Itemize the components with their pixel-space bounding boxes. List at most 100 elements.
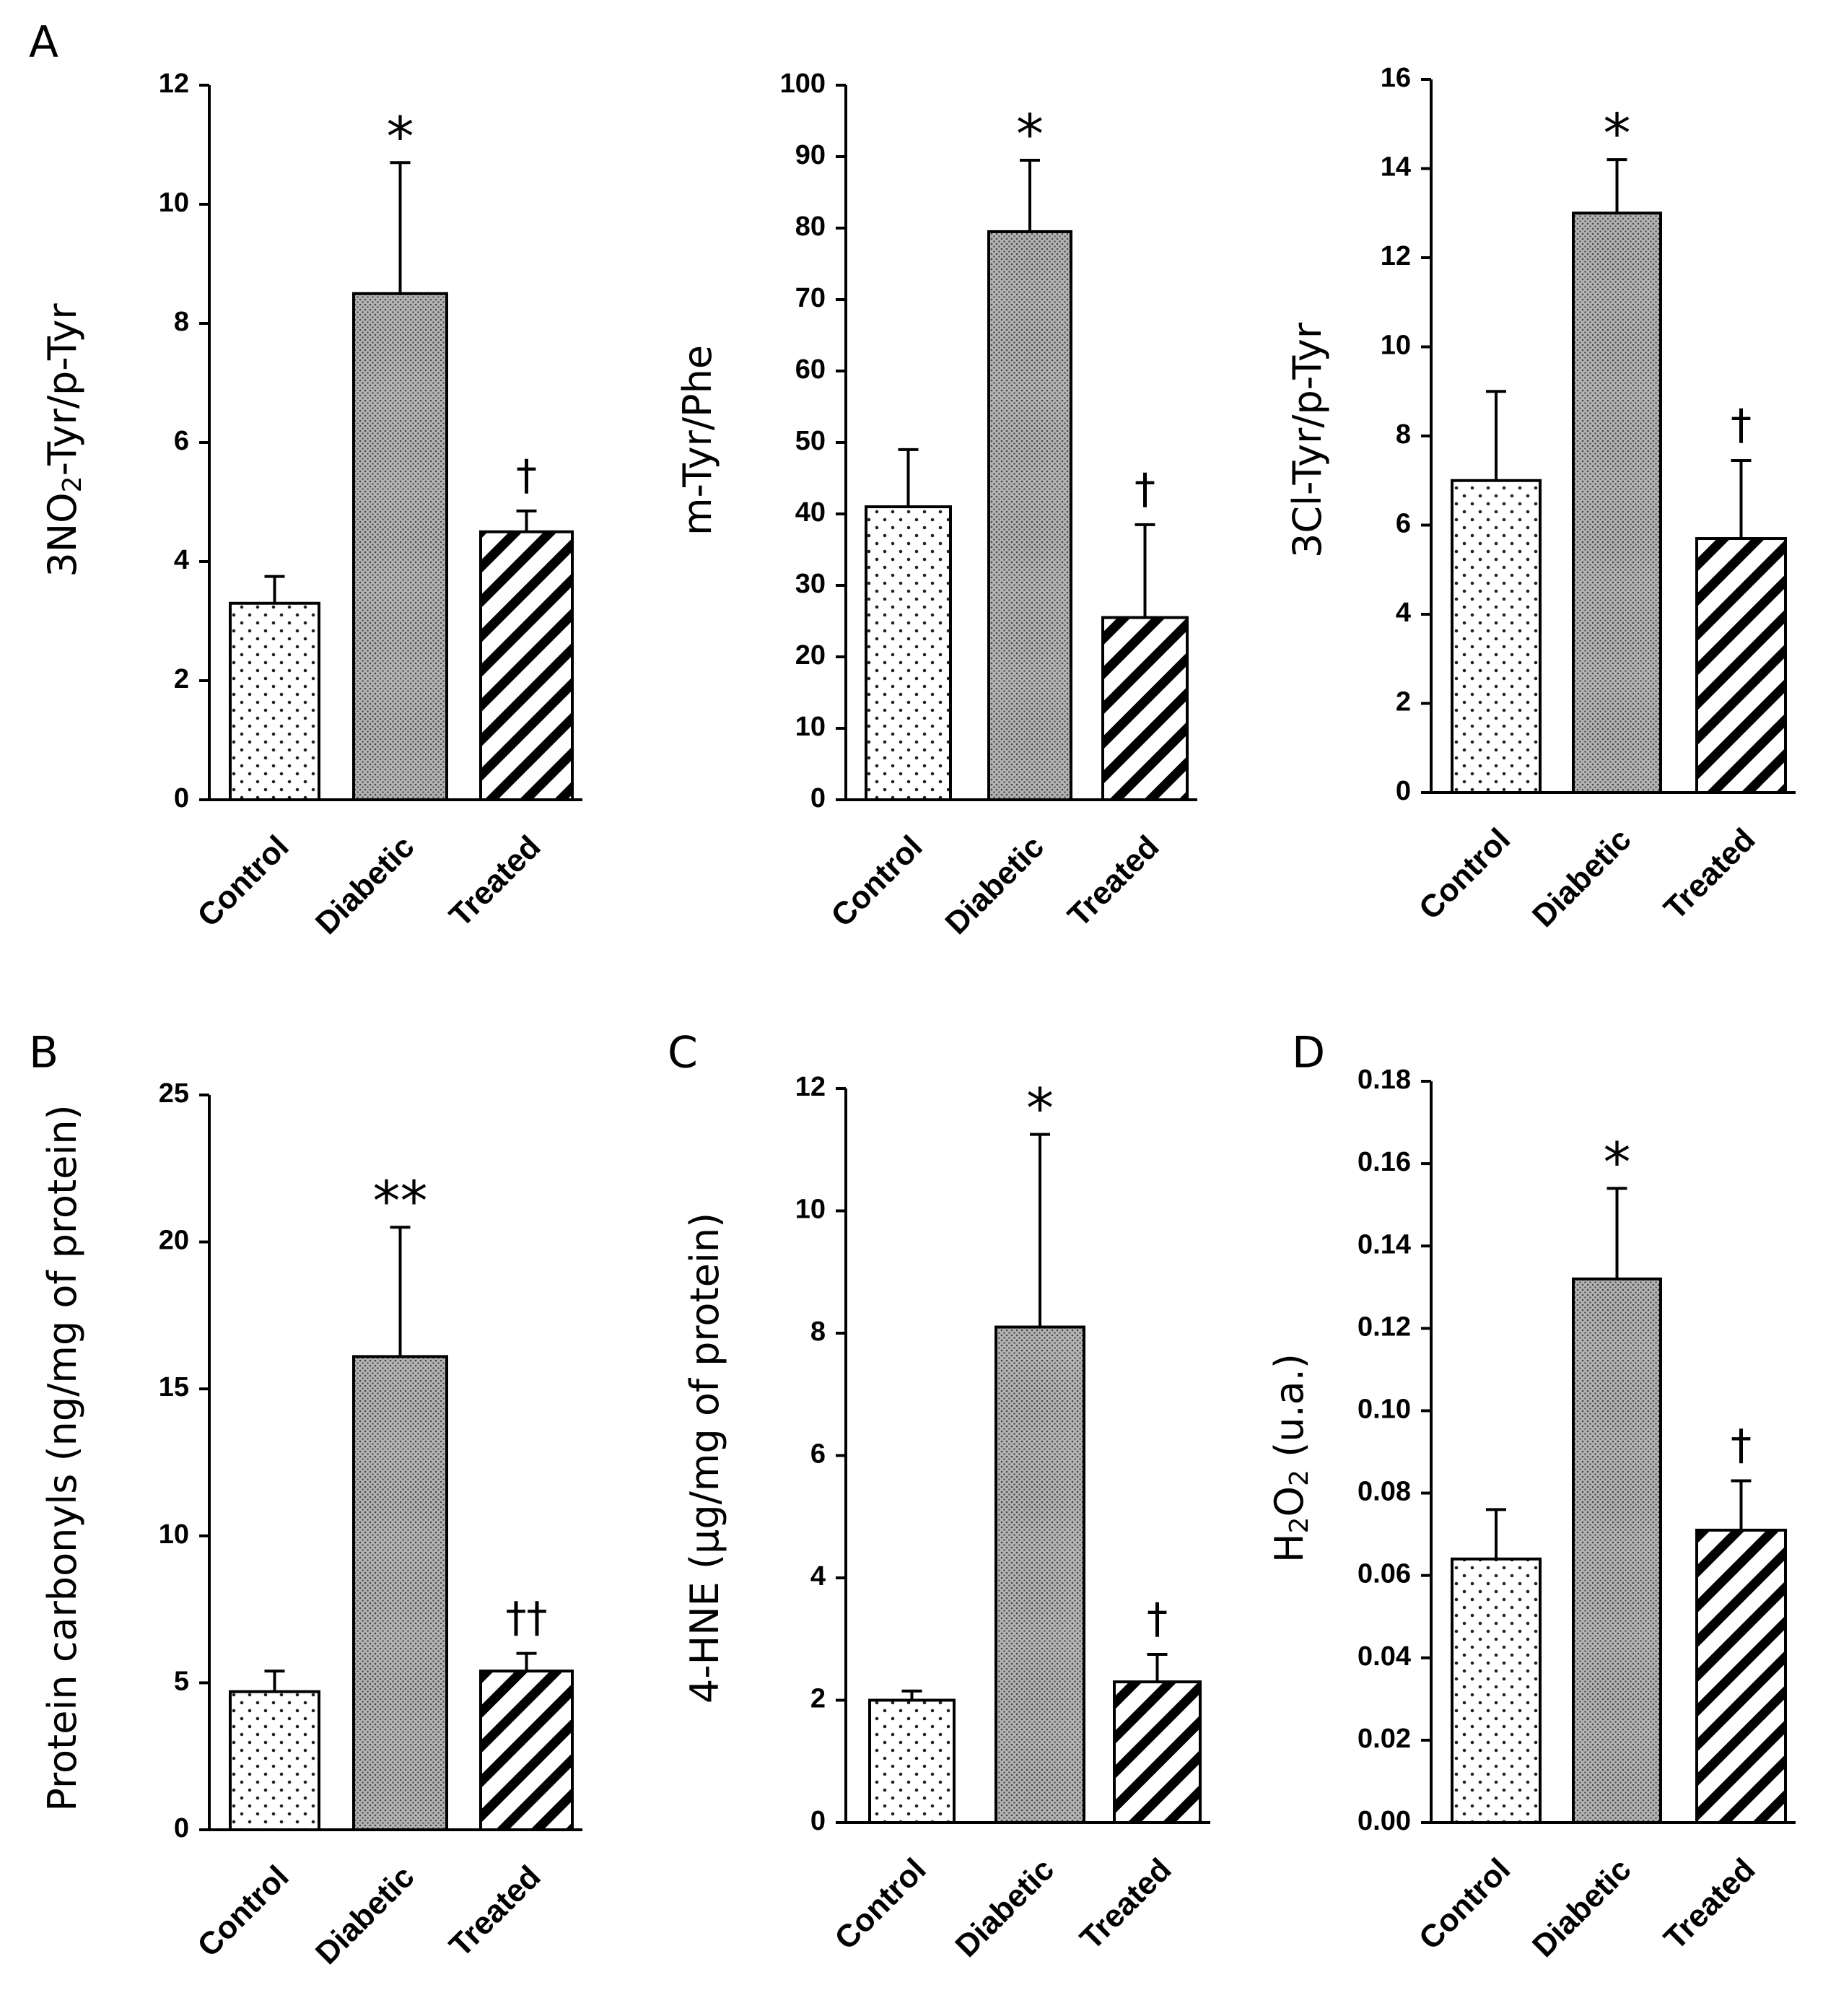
significance-mark: † (516, 450, 537, 499)
bar-treated (1695, 1528, 1787, 1824)
y-tick-label: 8 (1396, 419, 1411, 450)
chart-panel-6: D 0.00 0.02 0.04 0.06 0.08 0.10 0.12 0.14 0.16 0.1… (1267, 1028, 1796, 1964)
significance-mark: * (1016, 102, 1044, 166)
y-tick-label: 10 (159, 1519, 189, 1550)
y-tick-label: 4 (174, 545, 189, 575)
significance-mark: † (1731, 1420, 1752, 1469)
x-tick-label: Treated (442, 1859, 547, 1963)
y-tick-label: 2 (810, 1684, 826, 1714)
x-tick-label: Diabetic (309, 1859, 421, 1971)
bar-control (865, 505, 952, 801)
y-tick-label: 40 (795, 497, 826, 528)
y-tick-label: 8 (174, 307, 189, 337)
x-tick-label: Treated (1657, 821, 1762, 926)
x-tick-label: Diabetic (1526, 821, 1638, 934)
y-tick-label: 30 (795, 569, 826, 599)
y-tick-label: 0.12 (1358, 1312, 1411, 1342)
significance-mark: † (1135, 464, 1155, 513)
bar-treated (1695, 537, 1787, 795)
y-axis-title-part: 3NO (40, 492, 85, 577)
y-tick-label: 12 (795, 1072, 826, 1102)
y-axis-title-part: 4-HNE (µg/mg of protein) (682, 1213, 727, 1703)
significance-mark: †† (506, 1593, 548, 1642)
panel-label: B (29, 1028, 58, 1078)
x-tick-label: Diabetic (309, 829, 421, 941)
bar-control (229, 1690, 320, 1831)
y-tick-label: 10 (795, 1195, 826, 1225)
bar-control (229, 601, 320, 801)
y-tick-label: 6 (1396, 509, 1411, 539)
significance-mark: * (1604, 101, 1631, 165)
y-tick-label: 10 (1381, 331, 1411, 361)
bar-control (868, 1698, 956, 1824)
chart-panel-2: 0 10 20 30 40 50 60 70 80 90 100 m-Tyr/Phe Control * D… (675, 69, 1197, 941)
y-tick-label: 0 (174, 1813, 189, 1843)
y-axis-title-subscript: 2 (1285, 1470, 1314, 1486)
y-tick-label: 12 (159, 69, 189, 99)
x-tick-label: Treated (442, 829, 547, 933)
significance-mark: * (1604, 1130, 1631, 1194)
y-tick-label: 0.06 (1358, 1559, 1411, 1589)
y-tick-label: 50 (795, 426, 826, 456)
y-axis-title-part: (u.a.) (1267, 1353, 1312, 1470)
y-tick-label: 5 (174, 1666, 189, 1696)
y-axis-title: 3Cl-Tyr/p-Tyr (1285, 322, 1330, 558)
bar-treated (479, 530, 574, 801)
bar-diabetic (987, 230, 1072, 801)
significance-mark: * (1026, 1076, 1054, 1140)
x-tick-label: Diabetic (938, 829, 1051, 941)
significance-mark: † (1147, 1594, 1168, 1643)
bar-treated (1113, 1680, 1202, 1824)
y-tick-label: 20 (795, 640, 826, 671)
y-tick-label: 0 (810, 1806, 826, 1836)
y-tick-label: 25 (159, 1078, 189, 1109)
y-tick-label: 15 (159, 1372, 189, 1402)
y-tick-label: 6 (810, 1439, 826, 1470)
y-tick-label: 0.00 (1358, 1806, 1411, 1836)
bar-diabetic (1572, 211, 1662, 794)
y-tick-label: 4 (810, 1561, 826, 1592)
bar-diabetic (994, 1325, 1085, 1824)
y-axis-title-part: 3Cl-Tyr/p-Tyr (1285, 322, 1330, 558)
panel-label: A (29, 17, 58, 68)
chart-panel-1: A 0 2 4 6 8 10 12 3NO2​-Tyr/p-Tyr Control * Diabeti… (29, 17, 582, 941)
y-axis-title-part: m-Tyr/Phe (675, 345, 720, 536)
y-tick-label: 10 (159, 188, 189, 218)
y-tick-label: 14 (1381, 152, 1411, 183)
y-tick-label: 0.02 (1358, 1724, 1411, 1754)
y-tick-label: 0.10 (1358, 1394, 1411, 1424)
y-tick-label: 6 (174, 426, 189, 456)
y-axis-title: 3NO2​-Tyr/p-Tyr (40, 303, 87, 577)
x-tick-label: Control (1412, 821, 1517, 926)
y-axis-title-part: -Tyr/p-Tyr (40, 303, 85, 476)
y-tick-label: 16 (1381, 63, 1411, 93)
panel-label: C (668, 1028, 698, 1078)
y-tick-label: 70 (795, 283, 826, 313)
panel-label: D (1292, 1028, 1325, 1078)
bar-diabetic (352, 1355, 448, 1831)
y-tick-label: 0.08 (1358, 1477, 1411, 1507)
y-tick-label: 0 (810, 783, 826, 813)
bar-diabetic (1572, 1277, 1662, 1825)
y-tick-label: 2 (174, 664, 189, 694)
x-tick-label: Control (828, 1851, 932, 1956)
y-axis-title-part: O (1267, 1486, 1312, 1517)
y-axis-title-subscript: 2 (1285, 1517, 1314, 1533)
x-tick-label: Treated (1061, 829, 1166, 933)
bar-treated (1101, 616, 1189, 801)
significance-mark: * (387, 104, 414, 168)
y-tick-label: 0.16 (1358, 1147, 1411, 1177)
y-axis-title-part: Protein carbonyls (ng/mg of protein) (40, 1104, 85, 1811)
chart-panel-5: C 0 2 4 6 8 10 12 4-HNE (µg/mg of protein) Contro… (668, 1028, 1210, 1964)
bar-control (1451, 479, 1542, 794)
x-tick-label: Treated (1073, 1851, 1178, 1956)
bar-control (1451, 1557, 1542, 1825)
y-axis-title-subscript: 2 (58, 476, 87, 492)
y-axis-title: m-Tyr/Phe (675, 345, 720, 536)
y-tick-label: 12 (1381, 241, 1411, 271)
y-tick-label: 100 (780, 69, 826, 99)
y-axis-title: 4-HNE (µg/mg of protein) (682, 1213, 727, 1703)
y-tick-label: 0 (174, 783, 189, 813)
y-tick-label: 10 (795, 712, 826, 742)
